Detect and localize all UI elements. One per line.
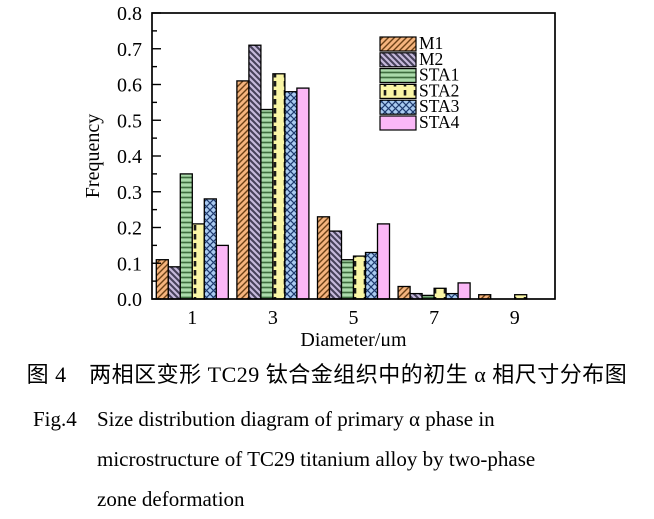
x-tick-label: 1 bbox=[187, 307, 197, 329]
bar-M1-d7 bbox=[397, 285, 411, 300]
bar-STA4-d5 bbox=[376, 223, 391, 300]
legend-swatch-STA1 bbox=[379, 67, 417, 84]
legend-item-STA3: STA3 bbox=[379, 96, 460, 116]
legend-swatch-STA3 bbox=[379, 99, 417, 115]
y-tick-label: 0.8 bbox=[117, 3, 142, 25]
bar-STA1-d3 bbox=[260, 108, 274, 300]
figure-number-label: Fig.4 bbox=[33, 407, 77, 431]
bar-M1-d5 bbox=[316, 216, 331, 300]
legend-item-M2: M2 bbox=[379, 49, 443, 69]
size-distribution-bar-chart: 0.0 0.1 0.2 0.3 0.4 0.5 0.6 0.7 0.8 1 3 5 7 9 Diameter… bbox=[82, 3, 556, 351]
x-tick-label: 3 bbox=[268, 307, 278, 329]
x-axis-label: Diameter/μm bbox=[300, 329, 407, 346]
legend-label-STA1: STA1 bbox=[419, 65, 459, 85]
bar-STA3-d3 bbox=[284, 91, 298, 300]
x-tick-label: 5 bbox=[349, 307, 359, 329]
legend-label-M1: M1 bbox=[419, 33, 443, 53]
y-tick-label: 0.4 bbox=[117, 146, 142, 168]
legend-swatch-M1 bbox=[379, 36, 417, 52]
y-tick-label: 0.3 bbox=[117, 182, 142, 204]
legend-swatch-M2 bbox=[379, 52, 417, 68]
y-tick-label: 0.1 bbox=[117, 253, 142, 275]
legend-item-STA2: STA2 bbox=[379, 80, 459, 100]
legend-label-STA2: STA2 bbox=[419, 80, 459, 100]
legend-label-STA3: STA3 bbox=[419, 96, 460, 116]
bar-STA4-d3 bbox=[296, 87, 310, 300]
x-tick-label: 7 bbox=[429, 307, 439, 329]
bar-M1-d3 bbox=[236, 80, 250, 300]
caption-english: Fig.4 Size distribution diagram of primar… bbox=[0, 399, 654, 519]
caption-chinese: 图 4 两相区变形 TC29 钛合金组织中的初生 α 相尺寸分布图 bbox=[26, 362, 628, 387]
caption-english-line2: microstructure of TC29 titanium alloy by… bbox=[97, 447, 536, 471]
legend-item-M1: M1 bbox=[379, 33, 443, 53]
legend-label-M2: M2 bbox=[419, 49, 443, 69]
bar-M2-d1 bbox=[167, 266, 181, 300]
y-tick-label: 0.6 bbox=[117, 75, 142, 97]
x-tick-label: 9 bbox=[510, 307, 520, 329]
legend-label-STA4: STA4 bbox=[419, 112, 460, 132]
caption-english-line1: Fig.4 Size distribution diagram of primar… bbox=[0, 399, 654, 439]
bar-STA2-d1 bbox=[191, 223, 205, 300]
legend-swatch-STA4 bbox=[379, 115, 417, 131]
caption-english-line1-text: Size distribution diagram of primary α p… bbox=[97, 407, 495, 431]
legend-item-STA4: STA4 bbox=[379, 112, 460, 132]
y-tick-label: 0.2 bbox=[117, 218, 142, 240]
y-tick-label: 0.7 bbox=[117, 39, 142, 61]
bar-STA2-d3 bbox=[272, 73, 286, 300]
bar-STA2-d5 bbox=[352, 255, 367, 300]
bar-STA2-d7 bbox=[433, 287, 447, 300]
legend-swatch-STA2 bbox=[379, 83, 417, 100]
bar-M2-d3 bbox=[248, 44, 262, 300]
legend-item-STA1: STA1 bbox=[379, 65, 459, 85]
bar-STA3-d1 bbox=[203, 198, 217, 300]
bar-M2-d5 bbox=[328, 230, 343, 300]
y-axis-label: Frequency bbox=[82, 114, 104, 198]
bar-M1-d1 bbox=[155, 259, 169, 300]
caption-english-line3: zone deformation bbox=[97, 487, 245, 511]
y-tick-label: 0.5 bbox=[117, 110, 142, 132]
bar-STA4-d1 bbox=[215, 244, 229, 300]
bar-STA4-d7 bbox=[457, 282, 471, 300]
y-tick-label: 0.0 bbox=[117, 289, 142, 311]
bar-STA3-d5 bbox=[364, 251, 379, 300]
bar-STA1-d1 bbox=[179, 173, 193, 300]
bar-STA1-d5 bbox=[340, 259, 355, 300]
